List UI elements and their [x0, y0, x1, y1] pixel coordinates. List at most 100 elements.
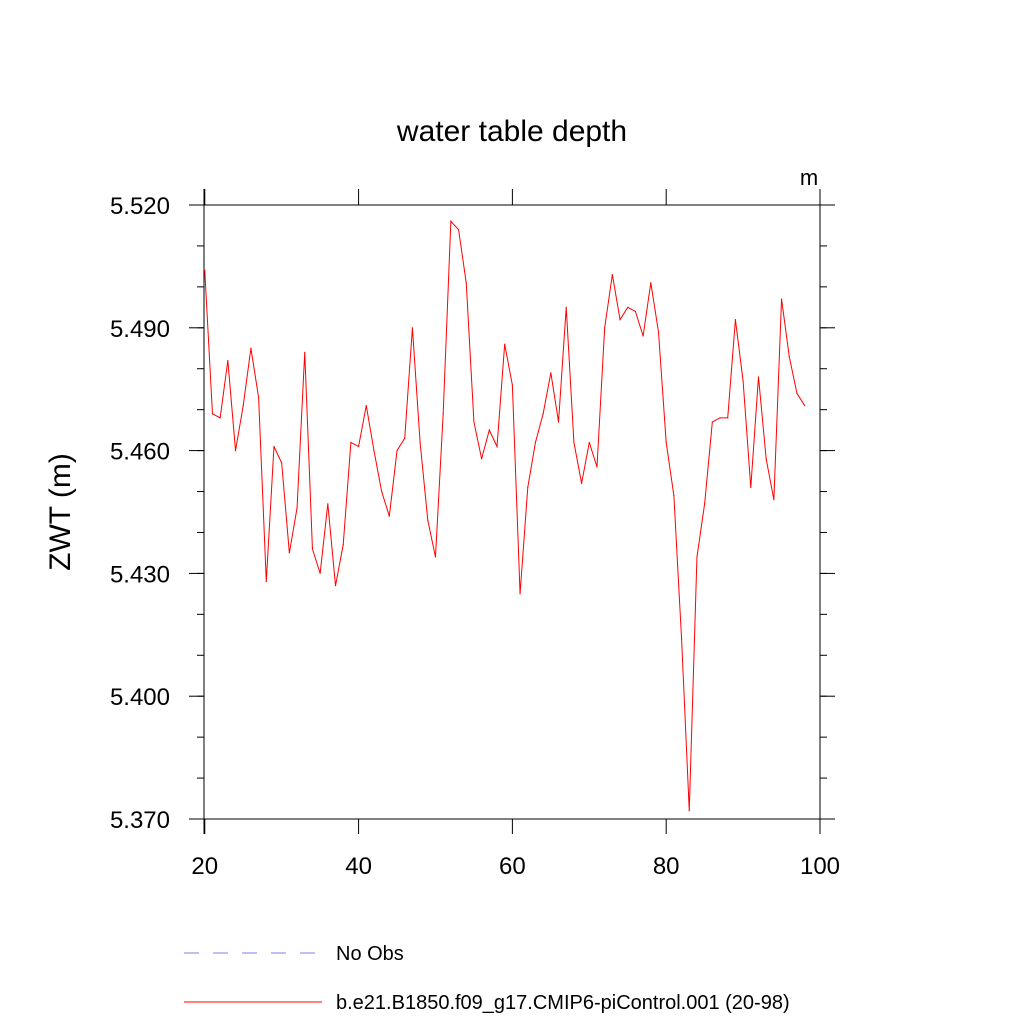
- data-point: [757, 376, 760, 378]
- data-point: [750, 486, 752, 489]
- data-point: [311, 548, 314, 550]
- data-point: [627, 306, 629, 308]
- data-points: [204, 220, 806, 812]
- data-point: [542, 413, 544, 415]
- data-point: [434, 556, 437, 558]
- data-point: [396, 450, 398, 452]
- data-point: [242, 404, 244, 407]
- data-point: [611, 273, 613, 276]
- data-point: [734, 319, 737, 321]
- data-point: [419, 441, 421, 444]
- data-point: [327, 503, 329, 505]
- series-line: [204, 220, 806, 811]
- data-point: [288, 552, 290, 554]
- data-point: [258, 396, 260, 398]
- chart-title: water table depth: [396, 115, 627, 148]
- data-point: [665, 441, 667, 444]
- data-point: [788, 355, 790, 358]
- data-point: [688, 810, 690, 812]
- data-point: [227, 359, 229, 362]
- data-point: [388, 515, 390, 517]
- data-point: [711, 421, 713, 423]
- data-point: [596, 466, 598, 468]
- data-point: [642, 335, 644, 337]
- data-point: [680, 638, 683, 640]
- data-point: [273, 445, 275, 448]
- y-tick-label: 5.370: [110, 807, 170, 834]
- y-tick-label: 5.520: [110, 193, 170, 220]
- units-label: m: [800, 165, 818, 190]
- data-point: [496, 445, 498, 448]
- data-point: [650, 282, 652, 284]
- data-point: [519, 593, 521, 595]
- data-point: [704, 503, 706, 505]
- data-point: [580, 482, 583, 484]
- plot-lines: [204, 220, 806, 811]
- data-point: [450, 220, 452, 222]
- data-point: [304, 351, 306, 353]
- data-point: [234, 450, 237, 452]
- data-point: [211, 413, 214, 415]
- data-point: [365, 404, 367, 407]
- x-tick-label: 60: [499, 853, 526, 880]
- data-point: [265, 580, 267, 583]
- data-point: [673, 495, 675, 497]
- data-point: [527, 486, 529, 489]
- data-point: [373, 450, 375, 452]
- axis-ticks: [189, 189, 835, 834]
- data-point: [634, 310, 637, 313]
- data-point: [765, 458, 767, 460]
- data-point: [727, 417, 729, 419]
- data-point: [588, 441, 590, 444]
- data-point: [604, 327, 606, 329]
- data-point: [719, 417, 721, 419]
- data-point: [780, 298, 783, 300]
- x-tick-label: 40: [345, 853, 372, 880]
- data-point: [657, 331, 660, 333]
- data-point: [357, 445, 360, 448]
- y-tick-label: 5.430: [110, 561, 170, 588]
- data-point: [557, 421, 560, 423]
- data-point: [504, 343, 506, 345]
- x-tick-label: 100: [800, 853, 840, 880]
- data-point: [550, 372, 552, 374]
- data-point: [565, 306, 567, 308]
- data-point: [350, 441, 352, 444]
- data-point: [342, 544, 344, 546]
- data-point: [404, 437, 406, 439]
- y-tick-label: 5.460: [110, 439, 170, 466]
- data-point: [319, 572, 321, 575]
- data-point: [573, 441, 575, 444]
- data-point: [796, 392, 798, 394]
- data-point: [457, 228, 460, 231]
- legend-label-control-run: b.e21.B1850.f09_g17.CMIP6-piControl.001 …: [336, 992, 790, 1014]
- data-point: [219, 417, 221, 419]
- data-point: [488, 429, 490, 431]
- data-point: [696, 556, 698, 558]
- data-point: [473, 421, 475, 423]
- data-point: [804, 404, 806, 407]
- y-tick-label: 5.490: [110, 316, 170, 343]
- data-point: [334, 585, 337, 587]
- data-point: [250, 347, 252, 349]
- data-point: [442, 413, 444, 415]
- y-axis-label: ZWT (m): [44, 453, 77, 571]
- y-tick-label: 5.400: [110, 684, 170, 711]
- data-point: [619, 319, 621, 321]
- x-tick-label: 80: [653, 853, 680, 880]
- data-point: [281, 462, 283, 464]
- legend: No Obs b.e21.B1850.f09_g17.CMIP6-piContr…: [184, 943, 790, 1014]
- axis-tick-labels: 5.370 5.400 5.430 5.460 5.490 5.520 20 40 60 80 10…: [110, 193, 840, 880]
- data-point: [204, 269, 206, 272]
- data-point: [511, 384, 513, 386]
- data-point: [427, 519, 429, 521]
- data-point: [296, 507, 298, 509]
- data-point: [742, 380, 744, 382]
- data-point: [465, 282, 467, 284]
- data-point: [411, 327, 414, 329]
- data-point: [773, 499, 775, 501]
- legend-label-no-obs: No Obs: [336, 943, 404, 965]
- data-point: [534, 441, 537, 444]
- data-point: [481, 458, 483, 460]
